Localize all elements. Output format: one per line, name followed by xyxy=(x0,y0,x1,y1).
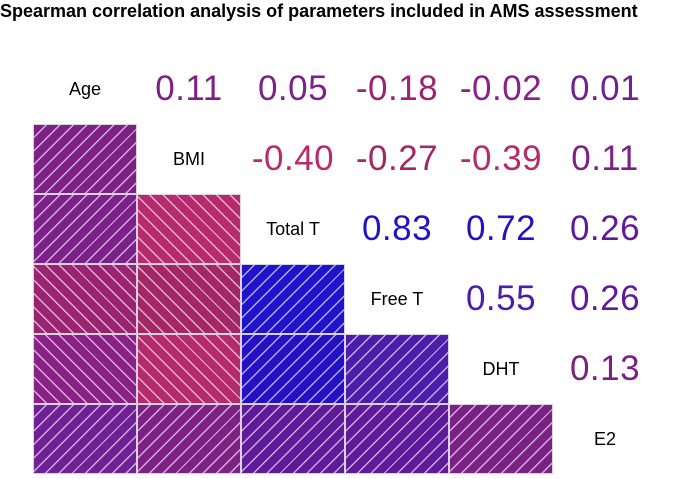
variable-label-e2: E2 xyxy=(553,404,657,474)
color-cell-e2-dht xyxy=(449,404,553,474)
coefficient-total-t-e2: 0.26 xyxy=(569,209,641,248)
color-cell-e2-total-t xyxy=(241,404,345,474)
coefficient-total-t-dht: 0.72 xyxy=(465,209,537,248)
coefficient-total-t-free-t: 0.83 xyxy=(361,209,433,248)
coefficient-age-dht: -0.02 xyxy=(459,69,543,108)
coefficient-bmi-dht: -0.39 xyxy=(459,139,543,178)
color-cell-e2-age xyxy=(33,404,137,474)
variable-label-total-t: Total T xyxy=(241,194,345,264)
variable-label-age: Age xyxy=(33,54,137,124)
coefficient-free-t-dht: 0.55 xyxy=(465,279,537,318)
color-cell-bmi-age xyxy=(33,124,137,194)
variable-label-dht: DHT xyxy=(449,334,553,404)
coefficient-age-e2: 0.01 xyxy=(569,69,641,108)
color-cell-dht-bmi xyxy=(137,334,241,404)
coefficient-bmi-e2: 0.11 xyxy=(571,139,639,178)
color-cell-e2-free-t xyxy=(345,404,449,474)
variable-label-free-t: Free T xyxy=(345,264,449,334)
coefficient-free-t-e2: 0.26 xyxy=(569,279,641,318)
coefficient-bmi-free-t: -0.27 xyxy=(355,139,439,178)
coefficient-age-bmi: 0.11 xyxy=(155,69,223,108)
coefficient-age-total-t: 0.05 xyxy=(257,69,329,108)
color-cell-free-t-bmi xyxy=(137,264,241,334)
color-cell-e2-bmi xyxy=(137,404,241,474)
color-cell-free-t-age xyxy=(33,264,137,334)
color-cell-dht-age xyxy=(33,334,137,404)
variable-label-bmi: BMI xyxy=(137,124,241,194)
color-cell-total-t-age xyxy=(33,194,137,264)
coefficient-dht-e2: 0.13 xyxy=(569,349,641,388)
color-cell-free-t-total-t xyxy=(241,264,345,334)
coefficient-bmi-total-t: -0.40 xyxy=(251,139,335,178)
color-cell-total-t-bmi xyxy=(137,194,241,264)
chart-title: Spearman correlation analysis of paramet… xyxy=(0,1,638,21)
color-cell-dht-free-t xyxy=(345,334,449,404)
color-cell-dht-total-t xyxy=(241,334,345,404)
coefficient-age-free-t: -0.18 xyxy=(355,69,439,108)
